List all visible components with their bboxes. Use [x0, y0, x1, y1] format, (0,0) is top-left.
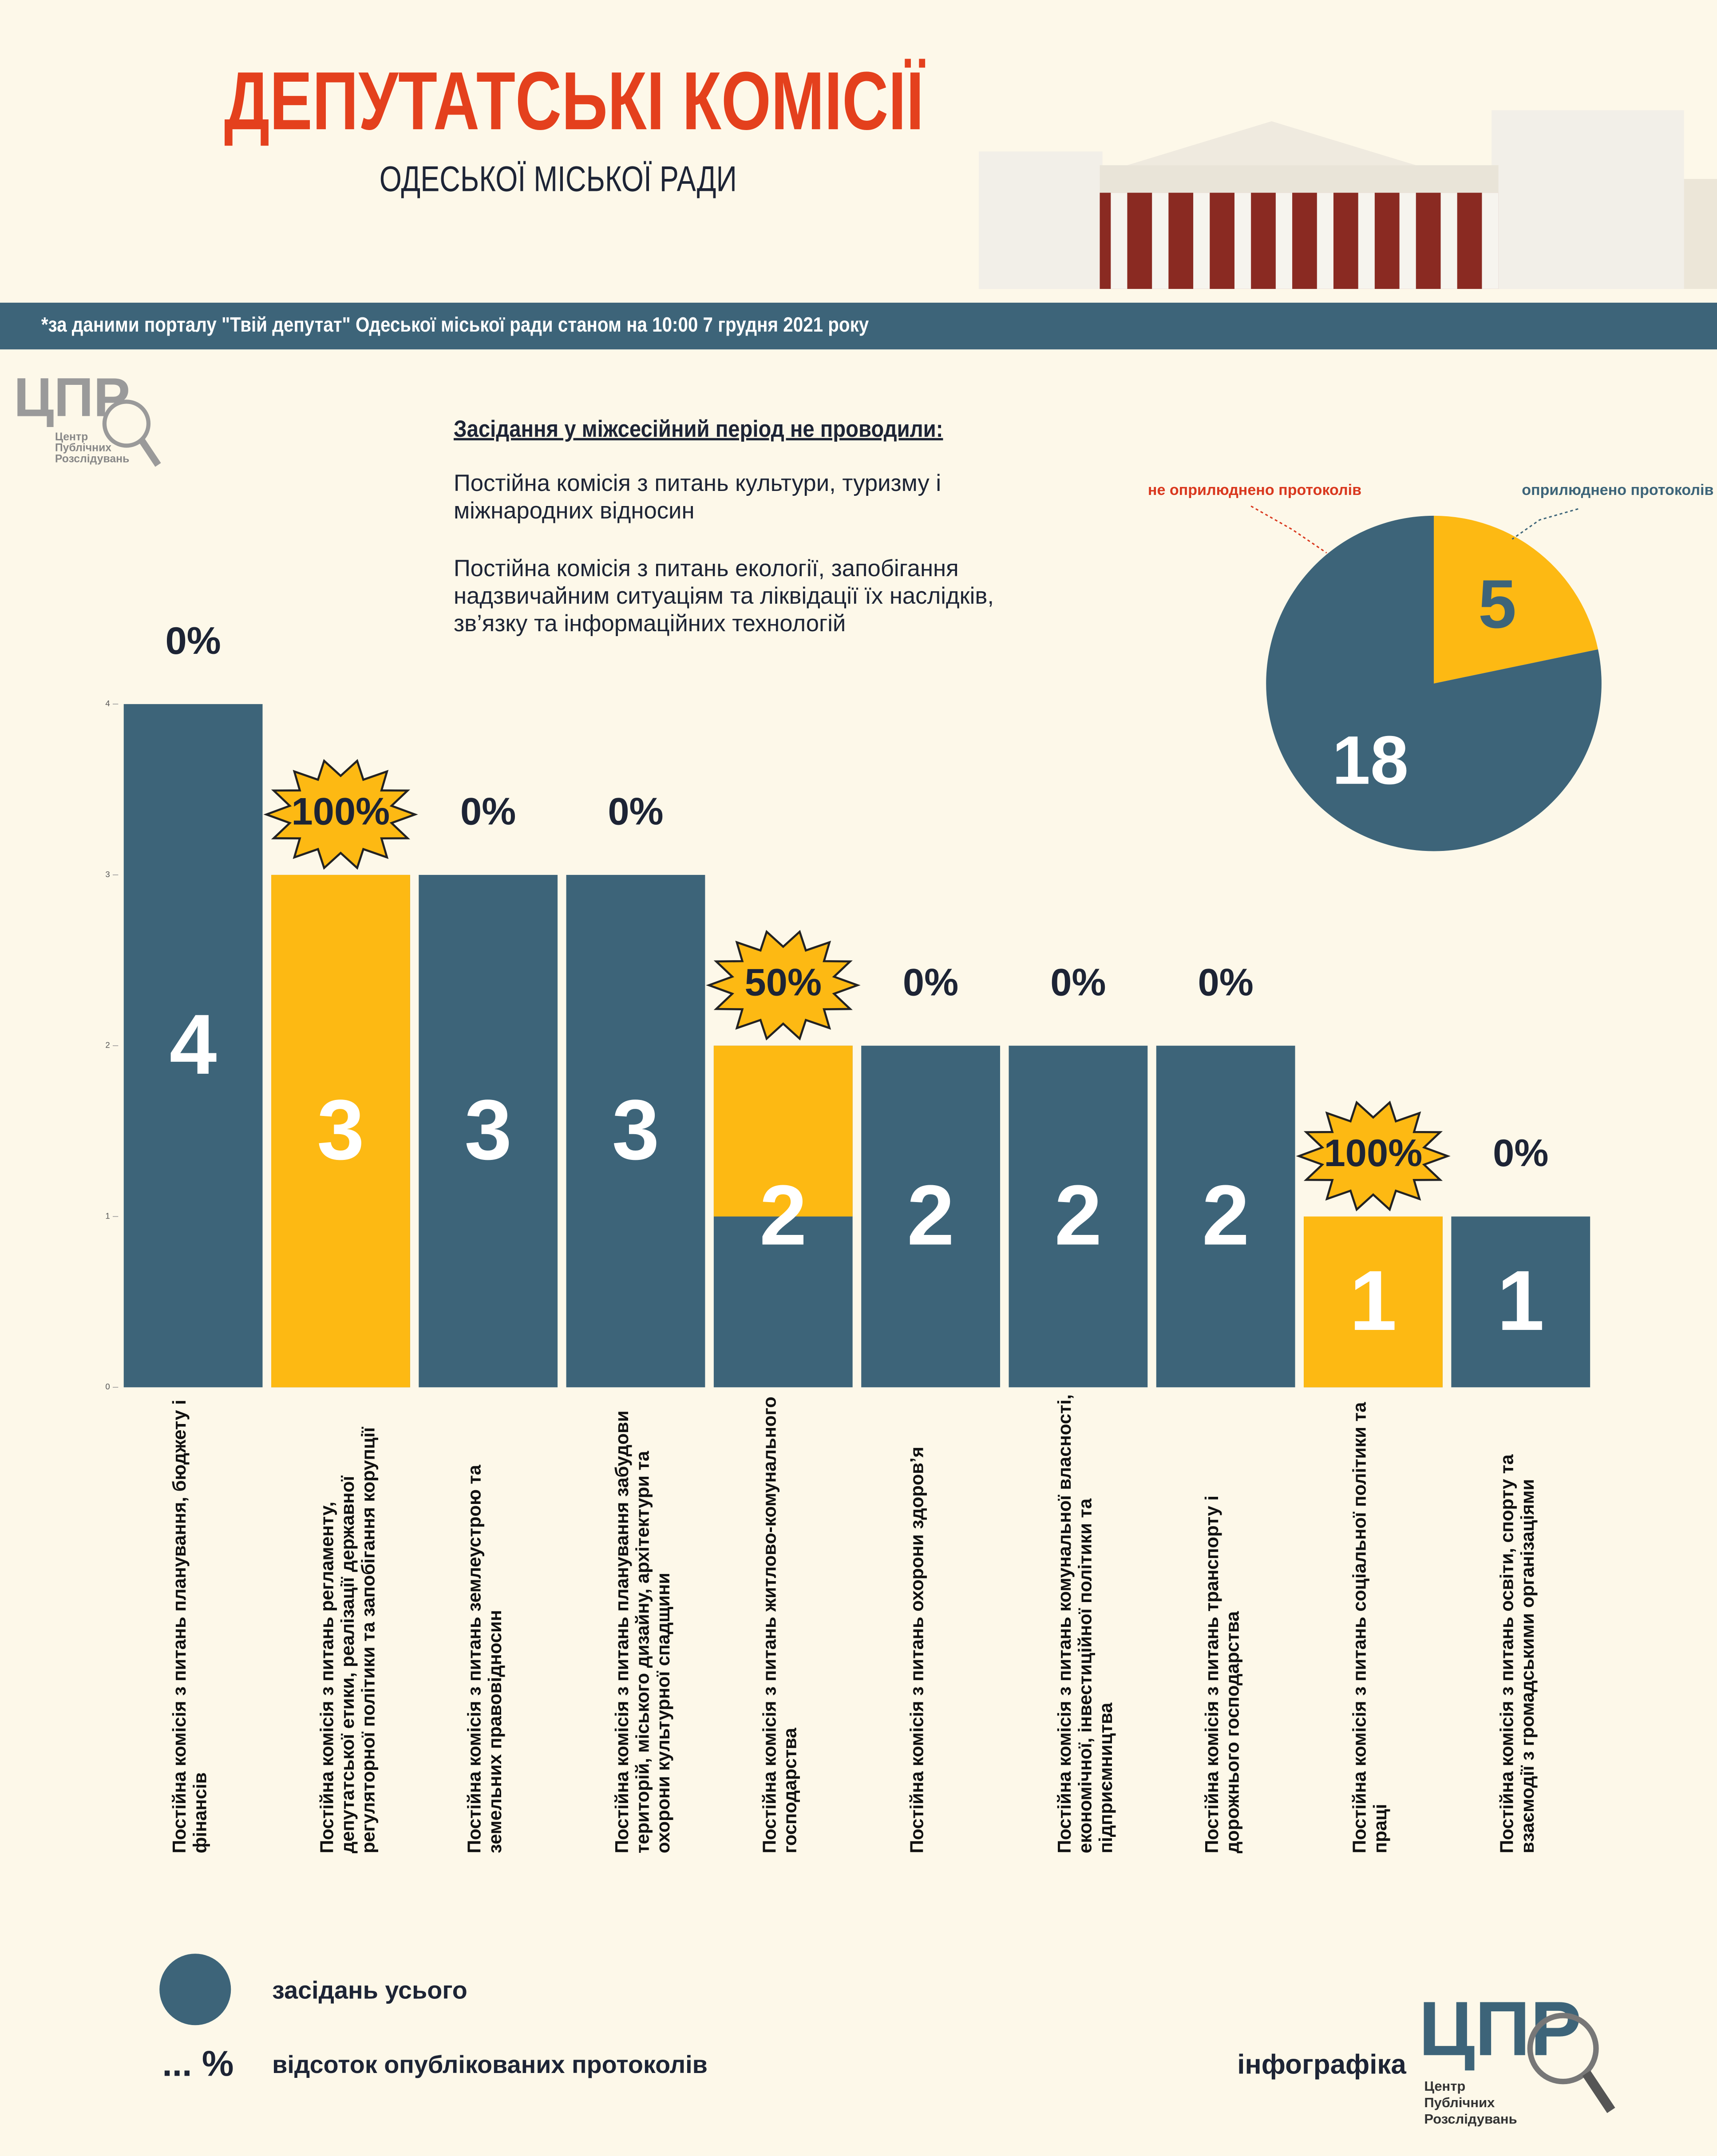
legend-symbol: ... %: [162, 2044, 233, 2084]
percent-label: 0%: [903, 961, 958, 1004]
note-heading: Засідання у міжсесійний період не провод…: [454, 416, 943, 442]
note-item: Постійна комісія з питань екології, запо…: [453, 555, 994, 637]
logo-mark: ЦПР: [14, 367, 130, 428]
starburst: [263, 759, 418, 870]
category-label: Постійна комісія з питань охорони здоров…: [906, 1446, 927, 1854]
source-note: *за даними порталу "Твій депутат" Одеськ…: [41, 313, 869, 336]
percent-label: 0%: [165, 620, 221, 662]
y-tick-label: 0: [105, 1382, 110, 1391]
bar: [123, 704, 263, 1388]
logo-line: Публічних: [55, 442, 111, 454]
bar-value-label: 3: [612, 1082, 660, 1177]
logo-line: Розслідувань: [1424, 2111, 1517, 2127]
bar-value-label: 1: [1349, 1253, 1397, 1348]
bar-value-label: 2: [1202, 1167, 1250, 1263]
category-label: Постійна комісія з питань планування, бю…: [169, 1400, 210, 1854]
logo: ЦПР Центр Публічних Розслідувань: [14, 367, 161, 467]
logo-line: Розслідувань: [55, 453, 129, 465]
bar: [1451, 1216, 1590, 1388]
logo-line: Публічних: [1424, 2095, 1495, 2110]
category-label: Постійна комісія з питань транспорту і д…: [1201, 1495, 1243, 1854]
legend-label: засідань усього: [272, 1977, 467, 2004]
pie-label: не оприлюднено протоколів: [1148, 482, 1361, 498]
bar-value-label: 1: [1497, 1253, 1544, 1348]
legend-label: відсоток опублікованих протоколів: [272, 2051, 708, 2078]
bar: [861, 1045, 1000, 1388]
pie-leader: [1511, 508, 1579, 540]
note-item-box: Постійна комісія з питань екології, запо…: [453, 555, 994, 637]
pie-slice: [1266, 515, 1602, 851]
footer-logo: ЦПР Центр Публічних Розслідувань: [1419, 1986, 1615, 2127]
bar-published: [1304, 1216, 1443, 1388]
y-tick-label: 1: [105, 1211, 110, 1220]
pie-value-label: 5: [1478, 566, 1516, 642]
percent-label: 100%: [1324, 1132, 1423, 1175]
bar-published: [713, 1045, 853, 1217]
category-label: Постійна комісія з питань освіти, спорту…: [1496, 1454, 1538, 1854]
bar-value-label: 3: [464, 1082, 512, 1177]
category-label: Постійна комісія з питань комунальної вл…: [1054, 1394, 1116, 1854]
percent-label: 50%: [745, 961, 822, 1004]
percent-label: 0%: [1198, 961, 1254, 1004]
bar-value-label: 2: [1054, 1167, 1102, 1263]
bar: [566, 874, 705, 1388]
bar-value-label: 3: [317, 1082, 364, 1177]
y-tick-label: 4: [105, 699, 110, 708]
category-label: Постійна комісія з питань соціальної пол…: [1349, 1402, 1391, 1854]
bar: [419, 874, 558, 1388]
starburst: [706, 930, 861, 1041]
percent-label: 0%: [1050, 961, 1106, 1004]
bar-value-label: 4: [170, 997, 217, 1092]
title: ДЕПУТАТСЬКІ КОМІСІЇ: [224, 55, 926, 147]
pie-label: оприлюднено протоколів: [1522, 482, 1713, 498]
bar: [1009, 1045, 1148, 1388]
bar-value-label: 2: [760, 1167, 807, 1263]
logo-line: Центр: [55, 431, 88, 443]
category-label-box: Постійна комісія з питань житлово-комуна…: [759, 1396, 801, 1854]
category-label-box: Постійна комісія з питань планування заб…: [611, 1410, 674, 1854]
footer-label: інфографіка: [1237, 2049, 1406, 2080]
bar-published: [271, 874, 410, 1388]
bar: [1156, 1045, 1295, 1388]
category-label: Постійна комісія з питань землеустрою та…: [464, 1464, 506, 1854]
category-label-box: Постійна комісія з питань соціальної пол…: [1349, 1402, 1391, 1854]
category-label-box: Постійна комісія з питань планування, бю…: [169, 1400, 210, 1854]
pie-value-label: 18: [1332, 722, 1408, 799]
logo-mark: ЦПР: [1419, 1986, 1582, 2072]
pie-slice: [1434, 515, 1598, 684]
y-tick-label: 3: [105, 870, 110, 879]
category-label-box: Постійна комісія з питань охорони здоров…: [906, 1446, 927, 1854]
percent-label: 0%: [608, 791, 663, 833]
building: [978, 110, 1717, 289]
category-label-box: Постійна комісія з питань освіти, спорту…: [1496, 1454, 1538, 1854]
bar-value-label: 2: [907, 1167, 954, 1263]
source-banner: [0, 302, 1717, 350]
category-label: Постійна комісія з питань регламенту, де…: [316, 1427, 379, 1854]
note-item: Постійна комісія з питань культури, тури…: [453, 470, 942, 524]
category-label-box: Постійна комісія з питань землеустрою та…: [464, 1464, 506, 1854]
category-label-box: Постійна комісія з питань транспорту і д…: [1201, 1495, 1243, 1854]
starburst: [1296, 1100, 1451, 1211]
percent-label: 100%: [292, 791, 390, 833]
category-label-box: Постійна комісія з питань регламенту, де…: [316, 1427, 379, 1854]
logo-line: Центр: [1424, 2078, 1465, 2094]
subtitle: ОДЕСЬКОЇ МІСЬКОЇ РАДИ: [380, 159, 737, 199]
percent-label: 0%: [1493, 1132, 1548, 1175]
category-label: Постійна комісія з питань житлово-комуна…: [759, 1396, 801, 1854]
category-label-box: Постійна комісія з питань комунальної вл…: [1054, 1394, 1116, 1854]
percent-label: 0%: [460, 791, 516, 833]
y-tick-label: 2: [105, 1040, 110, 1050]
category-label: Постійна комісія з питань планування заб…: [611, 1410, 674, 1854]
legend-swatch: [159, 1954, 231, 2025]
note-item-box: Постійна комісія з питань культури, тури…: [453, 470, 942, 524]
